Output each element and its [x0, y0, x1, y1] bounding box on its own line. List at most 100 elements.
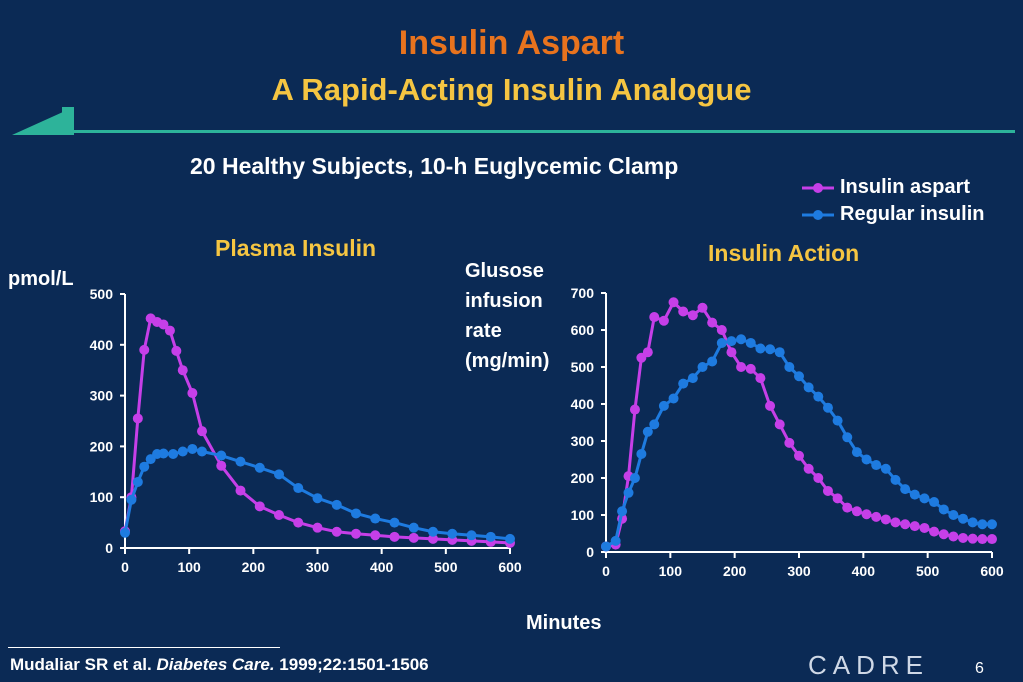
data-point-regular-insulin: [187, 443, 198, 454]
title-rule-block: [62, 107, 74, 133]
y-axis-label-right: Glusose infusion rate (mg/min): [465, 260, 550, 372]
data-point-regular-insulin: [938, 504, 949, 515]
legend-marker-icon: [802, 182, 834, 193]
data-point-insulin-aspart: [132, 413, 143, 424]
data-point-insulin-aspart: [880, 514, 891, 525]
data-point-regular-insulin: [389, 517, 400, 528]
data-point-regular-insulin: [601, 541, 611, 552]
data-point-insulin-aspart: [164, 325, 175, 336]
citation-journal: Diabetes Care.: [156, 655, 275, 674]
data-point-regular-insulin: [745, 337, 756, 348]
data-point-insulin-aspart: [716, 325, 727, 335]
data-point-insulin-aspart: [687, 310, 698, 321]
x-tick-label: 600: [498, 559, 522, 575]
citation-authors: Mudaliar SR et al.: [10, 655, 157, 674]
data-point-regular-insulin: [842, 432, 853, 443]
data-point-insulin-aspart: [408, 532, 419, 543]
y-axis-label-left: pmol/L: [8, 268, 74, 290]
x-tick-label: 500: [916, 563, 940, 579]
y-tick-label: 300: [571, 433, 595, 449]
data-point-insulin-aspart: [803, 463, 814, 474]
data-point-regular-insulin: [784, 362, 795, 372]
data-point-insulin-aspart: [171, 345, 182, 356]
data-point-regular-insulin: [900, 484, 911, 495]
data-point-insulin-aspart: [948, 531, 959, 542]
y-tick-label: 700: [571, 285, 595, 301]
title-rule-line: [70, 130, 1015, 133]
data-point-insulin-aspart: [668, 297, 679, 308]
data-point-insulin-aspart: [139, 344, 150, 355]
slide-subtitle: A Rapid-Acting Insulin Analogue: [271, 72, 752, 107]
series-line-insulin-aspart: [605, 300, 992, 548]
data-point-regular-insulin: [958, 513, 969, 524]
data-point-insulin-aspart: [216, 460, 227, 471]
x-tick-label: 400: [852, 563, 876, 579]
data-point-regular-insulin: [126, 494, 137, 505]
legend-marker-icon: [802, 209, 834, 220]
data-point-insulin-aspart: [755, 373, 766, 384]
data-point-regular-insulin: [967, 517, 978, 528]
data-point-regular-insulin: [919, 493, 930, 504]
data-point-insulin-aspart: [967, 533, 978, 544]
data-point-regular-insulin: [642, 426, 653, 437]
data-point-insulin-aspart: [370, 530, 381, 541]
data-point-insulin-aspart: [851, 506, 862, 517]
data-point-insulin-aspart: [389, 531, 400, 542]
data-point-regular-insulin: [851, 447, 862, 458]
data-point-regular-insulin: [649, 419, 660, 430]
data-point-insulin-aspart: [254, 501, 265, 512]
data-point-regular-insulin: [629, 473, 640, 483]
legend-label: Insulin aspart: [840, 176, 971, 198]
data-point-insulin-aspart: [726, 347, 737, 358]
data-point-insulin-aspart: [293, 517, 304, 528]
data-point-regular-insulin: [505, 533, 515, 544]
data-point-regular-insulin: [132, 476, 143, 487]
data-point-regular-insulin: [861, 454, 872, 465]
data-point-insulin-aspart: [736, 362, 747, 372]
data-point-regular-insulin: [871, 460, 882, 471]
data-point-regular-insulin: [274, 469, 284, 480]
data-point-insulin-aspart: [774, 419, 785, 430]
y-tick-label: 0: [586, 544, 594, 560]
legend-item-regular-insulin: Regular insulin: [800, 203, 984, 226]
data-point-regular-insulin: [765, 344, 776, 355]
data-point-regular-insulin: [707, 356, 718, 367]
data-point-regular-insulin: [428, 526, 438, 537]
data-point-insulin-aspart: [909, 521, 920, 532]
data-point-regular-insulin: [697, 362, 708, 372]
legend-label: Regular insulin: [840, 203, 985, 225]
data-point-regular-insulin: [668, 393, 679, 404]
y-tick-label: 100: [90, 489, 114, 505]
y-tick-label: 100: [571, 507, 595, 523]
citation: Mudaliar SR et al. Diabetes Care. 1999;2…: [10, 655, 429, 675]
data-point-insulin-aspart: [929, 526, 940, 537]
footer-divider: [8, 647, 280, 648]
data-point-regular-insulin: [351, 508, 361, 519]
data-point-insulin-aspart: [697, 302, 708, 313]
data-point-insulin-aspart: [707, 317, 718, 328]
x-tick-label: 200: [723, 563, 747, 579]
legend-item-insulin-aspart: Insulin aspart: [800, 176, 970, 199]
data-point-insulin-aspart: [987, 534, 997, 545]
data-point-insulin-aspart: [187, 388, 198, 399]
data-point-regular-insulin: [890, 474, 901, 485]
data-point-regular-insulin: [803, 382, 814, 393]
data-point-regular-insulin: [610, 535, 621, 546]
data-point-insulin-aspart: [813, 473, 824, 483]
x-axis-label: Minutes: [526, 612, 602, 634]
y-tick-label: 500: [90, 286, 114, 302]
data-point-regular-insulin: [254, 462, 265, 473]
data-point-insulin-aspart: [958, 532, 969, 543]
y-tick-label: 400: [571, 396, 595, 412]
y-tick-label: 500: [571, 359, 595, 375]
data-point-regular-insulin: [832, 415, 843, 426]
y-tick-label: 600: [571, 322, 595, 338]
data-point-regular-insulin: [977, 519, 988, 530]
data-point-insulin-aspart: [822, 485, 833, 496]
data-point-regular-insulin: [293, 483, 304, 494]
data-point-regular-insulin: [987, 519, 997, 530]
data-point-regular-insulin: [466, 530, 477, 541]
data-point-insulin-aspart: [890, 517, 901, 528]
data-point-regular-insulin: [623, 487, 634, 498]
